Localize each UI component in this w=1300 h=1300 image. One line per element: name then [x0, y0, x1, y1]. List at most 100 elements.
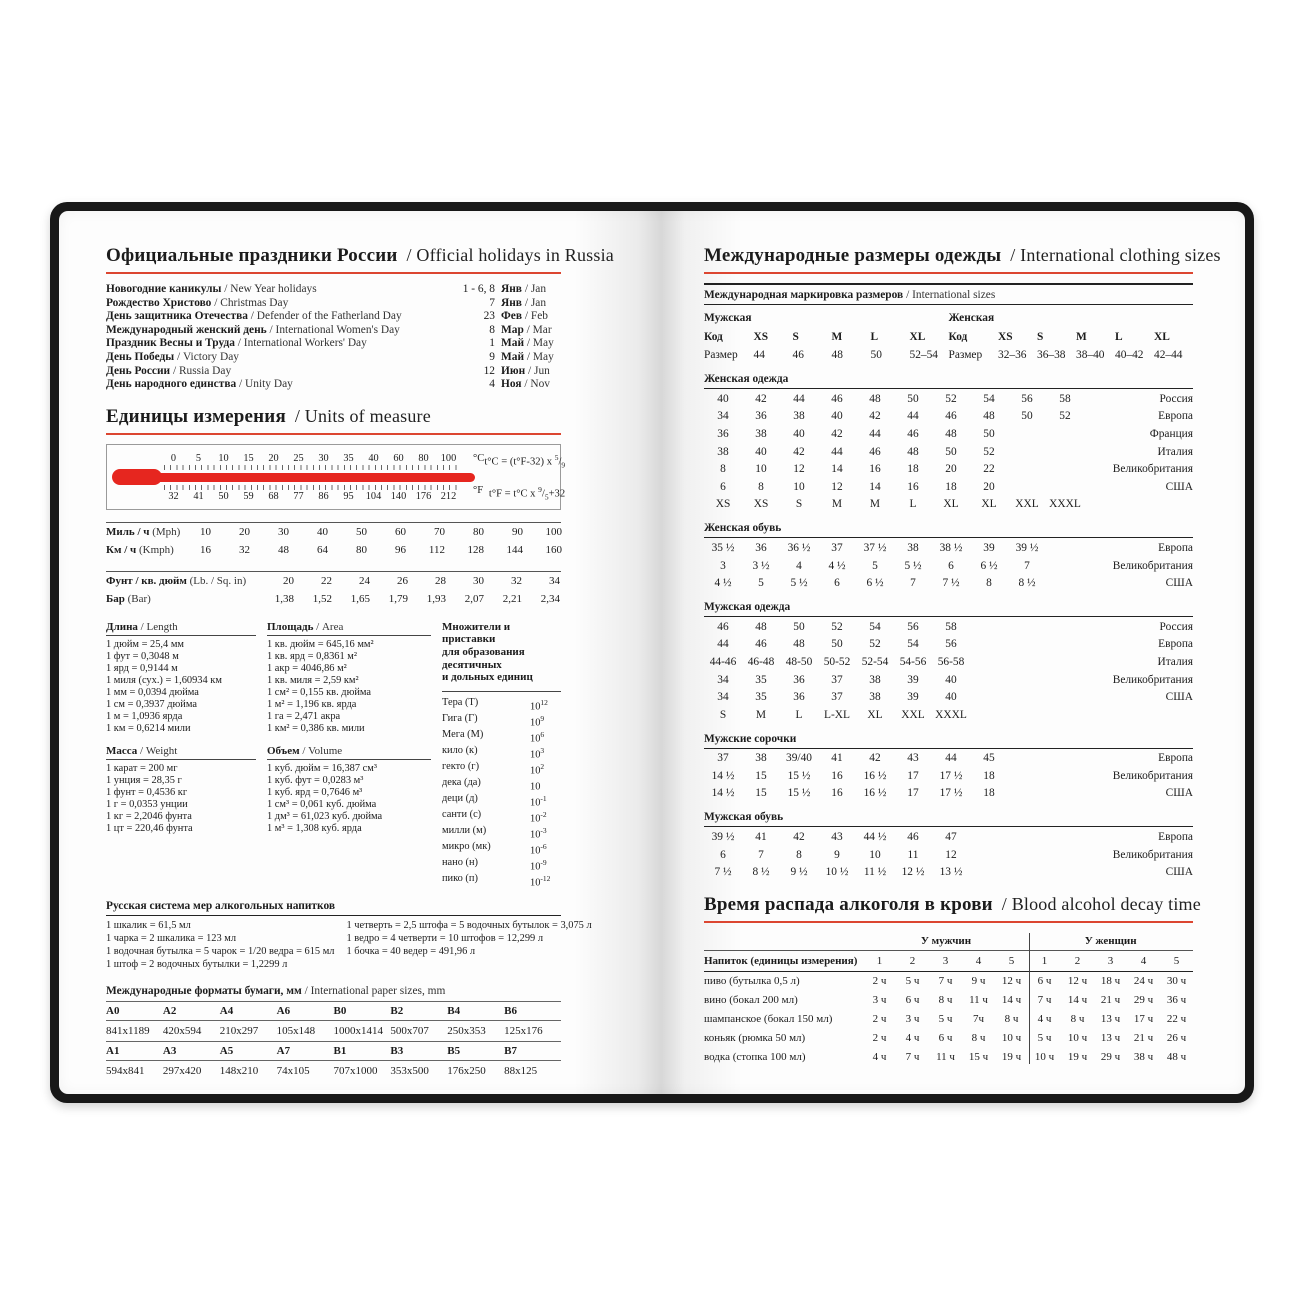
holiday-name-en: / International Workers' Day — [237, 337, 367, 350]
section-title-holidays: Официальные праздники России / Official … — [106, 245, 614, 274]
size-code: M — [831, 331, 843, 343]
paper-size-header: B1 — [333, 1044, 347, 1057]
fahrenheit-tick-label: 77 — [293, 490, 304, 502]
size-cell: 16 — [831, 769, 843, 782]
fahrenheit-labels: 32 41 50 59 68 77 86 95 104 140 176 212 — [161, 491, 461, 502]
size-cell: 44-46 — [709, 655, 737, 668]
column-area-volume: Площадь / Area 1 кв. дюйм = 645,16 мм² 1 … — [267, 621, 431, 890]
size-value: 52–54 — [909, 348, 938, 361]
size-cell: 46 — [945, 410, 957, 423]
size-row: S M L L-XL XL XXL XXXL — [704, 706, 1193, 724]
size-code: L — [1115, 331, 1123, 343]
size-cell: 39 ½ — [1015, 541, 1039, 554]
size-cells: 37 38 39/40 41 42 43 44 45 — [704, 752, 1008, 764]
alcohol-measure-line: 1 шкалик = 61,5 мл — [106, 920, 191, 932]
holiday-row: День России / Russia Day 12 Июн / Jun — [106, 365, 561, 379]
conversion-value: 30 — [473, 574, 484, 587]
measure-line: 1 кв. миля = 2,59 км² — [267, 674, 359, 686]
paper-size-value: 176x250 — [447, 1064, 486, 1077]
size-cell: 40 — [717, 392, 729, 405]
conversion-value: 64 — [317, 543, 328, 556]
size-cell: 52 — [945, 392, 957, 405]
measure-line: 1 см = 0,3937 дюйма — [106, 698, 197, 710]
decay-hours: 5 ч — [1037, 1031, 1052, 1044]
size-cell: 12 ½ — [901, 866, 925, 879]
size-cell: 54 — [907, 638, 919, 651]
decay-row: шампанское (бокал 150 мл) 2 ч 3 ч 5 ч 7ч 8 ч… — [704, 1010, 1193, 1029]
size-row: 46 48 50 52 54 56 58 Россия — [704, 618, 1193, 636]
multiplier-value: 10-3 — [530, 826, 547, 841]
holiday-month-en: / Mar — [526, 323, 552, 336]
fahrenheit-formula: t°F = t°C x 9/5+32 — [488, 485, 566, 502]
size-cell: 14 — [831, 463, 843, 476]
size-cell: 52-54 — [861, 655, 889, 668]
size-cell: 16 — [907, 480, 919, 493]
size-region: Европа — [1158, 541, 1193, 554]
decay-hours: 8 ч — [1004, 1013, 1019, 1026]
paper-size-header: A4 — [219, 1004, 234, 1017]
gender-label: Мужская — [704, 312, 752, 324]
multiplier-row: Мега (М) 106 — [442, 729, 561, 745]
multiplier-name: нано (н) — [442, 857, 479, 869]
conversion-value: 96 — [395, 543, 406, 556]
size-cell: 40 — [945, 673, 957, 686]
size-row: 36 38 40 42 44 46 48 50 Франция — [704, 425, 1193, 443]
size-cell: 42 — [869, 752, 881, 765]
size-cell: 11 — [907, 848, 919, 861]
size-cell: XL — [943, 498, 959, 511]
celsius-unit: °C — [473, 452, 485, 464]
size-section-title: Мужские сорочки — [704, 733, 1193, 749]
decay-hours: 29 ч — [1100, 1050, 1121, 1063]
decay-unit-count: 4 — [975, 955, 982, 968]
decay-hours: 15 ч — [968, 1050, 989, 1063]
decay-gender-band: У мужчин У женщин — [704, 932, 1193, 950]
pressure-conversion-table: Фунт / кв. дюйм (Lb. / Sq. in) 20 22 24 26 2… — [106, 570, 561, 608]
thermometer-bar — [112, 469, 475, 486]
decay-men-cells: 2 ч 4 ч 6 ч 8 ч 10 ч — [863, 1032, 1028, 1044]
conversion-value: 24 — [359, 574, 370, 587]
size-cell: 38 — [869, 673, 881, 686]
size-row: 8 10 12 14 16 18 20 22 Великобритания — [704, 460, 1193, 478]
size-cell: 48 — [907, 445, 919, 458]
size-value: 32–36 — [998, 348, 1027, 361]
decay-row: водка (стопка 100 мл) 4 ч 7 ч 11 ч 15 ч 19 ч… — [704, 1047, 1193, 1066]
size-cells: 34 36 38 40 42 44 46 48 50 52 — [704, 410, 1084, 422]
area-block: Площадь / Area 1 кв. дюйм = 645,16 мм² 1 … — [267, 621, 431, 735]
size-value: 48 — [831, 348, 843, 361]
decay-header-row: Напиток (единицы измерения) 1 2 3 4 5 1 2 3 4 5 — [704, 950, 1193, 973]
size-cells: 6 7 8 9 10 11 12 — [704, 849, 970, 861]
decay-hours: 13 ч — [1100, 1031, 1121, 1044]
alcohol-measure-line: 1 штоф = 2 водочных бутылки = 1,2299 л — [106, 958, 288, 970]
celsius-tick-label: 20 — [268, 452, 279, 464]
size-cell: 37 ½ — [863, 541, 887, 554]
size-row: 3 3 ½ 4 4 ½ 5 5 ½ 6 6 ½ 7 Великобритания — [704, 557, 1193, 575]
size-cell: 5 ½ — [904, 559, 922, 572]
paper-size-value: 500x707 — [390, 1024, 429, 1037]
decay-hours: 24 ч — [1133, 975, 1154, 988]
decay-women-cells: 10 ч 19 ч 29 ч 38 ч 48 ч — [1028, 1051, 1193, 1063]
size-cell: XL — [981, 498, 997, 511]
decay-hours: 21 ч — [1133, 1031, 1154, 1044]
multiplier-row: санти (с) 10-2 — [442, 809, 561, 825]
conversion-value: 80 — [356, 543, 367, 556]
fahrenheit-tick-label: 32 — [168, 490, 179, 502]
size-row: 7 ½ 8 ½ 9 ½ 10 ½ 11 ½ 12 ½ 13 ½ США — [704, 863, 1193, 881]
paper-size-header: A0 — [106, 1004, 120, 1017]
holiday-name-en: / New Year holidays — [224, 283, 317, 295]
paper-size-value: 210x297 — [219, 1024, 259, 1037]
size-cell: 34 — [717, 673, 729, 686]
paper-size-header: A6 — [276, 1004, 291, 1017]
paper-size-value: 250x353 — [447, 1024, 486, 1037]
size-cell: 6 — [948, 559, 954, 572]
conversion-cells: 20 22 24 26 28 30 32 34 — [256, 575, 561, 587]
size-cell: 50 — [983, 427, 995, 440]
marking-heading: Международная маркировка размеров / Inte… — [704, 283, 1193, 305]
size-row: 37 38 39/40 41 42 43 44 45 Европа — [704, 750, 1193, 768]
measure-line: 1 г = 0,0353 унции — [106, 798, 188, 810]
multiplier-row: Тера (Т) 1012 — [442, 697, 561, 713]
holiday-row: Международный женский день / Internation… — [106, 324, 561, 338]
size-region: Великобритания — [1112, 769, 1193, 782]
size-cell: 46 — [717, 620, 729, 633]
title-en: / Official holidays in Russia — [406, 245, 614, 265]
size-cell: 35 — [755, 691, 767, 704]
